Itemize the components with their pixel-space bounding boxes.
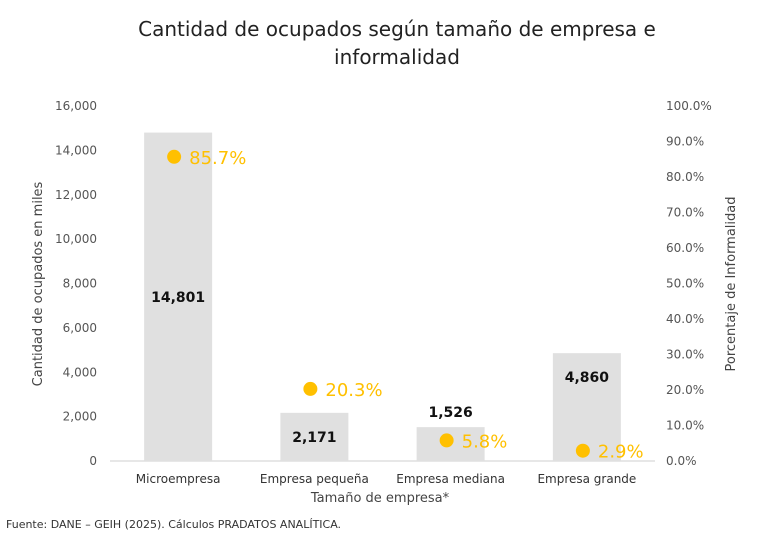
informality-points [167,149,590,458]
informality-point [575,443,590,458]
y-axis-ticks: 0 2,000 4,000 6,000 8,000 10,000 12,000 14,000 1… [55,99,97,468]
bar [280,412,349,461]
y2-axis-ticks: 0.0% 10.0% 20.0% 30.0% 40.0% 50.0% 60.0% 70.0% 8… [666,99,712,468]
y2-tick-label: 80.0% [666,170,704,184]
bar [552,353,621,461]
y-axis-title: Cantidad de ocupados en miles [31,181,46,386]
y-tick-label: 0 [89,454,97,468]
informality-point [303,381,318,396]
y-tick-label: 8,000 [63,277,97,291]
y2-tick-label: 30.0% [666,348,704,362]
y-tick-label: 12,000 [55,188,97,202]
chart-title-line-2: informalidad [334,45,460,69]
y2-tick-label: 10.0% [666,419,704,433]
y-tick-label: 2,000 [63,410,97,424]
x-tick-label: Empresa mediana [396,472,505,486]
chart-title-line-1: Cantidad de ocupados según tamaño de emp… [138,17,656,41]
y2-tick-label: 70.0% [666,206,704,220]
bar-series [144,132,621,461]
informality-point [439,433,454,448]
x-tick-label: Microempresa [136,472,221,486]
y2-tick-label: 20.0% [666,383,704,397]
bar-value-label: 2,171 [292,430,336,446]
x-tick-label: Empresa pequeña [260,472,369,486]
y2-tick-label: 0.0% [666,454,697,468]
x-tick-label: Empresa grande [537,472,636,486]
y-tick-label: 4,000 [63,365,97,379]
bar-data-labels: 14,801 2,171 1,526 4,860 [151,290,609,446]
y2-tick-label: 40.0% [666,312,704,326]
category-labels: Microempresa Empresa pequeña Empresa media… [136,472,637,486]
y-tick-label: 6,000 [63,321,97,335]
informality-value-label: 85.7% [189,148,246,169]
y2-tick-label: 50.0% [666,277,704,291]
x-axis-title: Tamaño de empresa* [310,491,450,506]
y-tick-label: 14,000 [55,143,97,157]
bar-value-label: 4,860 [565,370,610,386]
y2-tick-label: 90.0% [666,135,704,149]
y-tick-label: 10,000 [55,232,97,246]
bar [144,132,213,461]
y-tick-label: 16,000 [55,99,97,113]
informality-data-labels: 85.7% 20.3% 5.8% 2.9% [189,148,643,463]
informality-value-label: 20.3% [325,380,382,401]
bar-value-label: 1,526 [428,405,472,421]
source-note: Fuente: DANE – GEIH (2025). Cálculos PRA… [6,518,342,531]
y2-axis-title: Porcentaje de Informalidad [724,196,739,371]
y2-tick-label: 60.0% [666,241,704,255]
y2-tick-label: 100.0% [666,99,712,113]
informality-point [167,149,182,164]
informality-value-label: 5.8% [462,431,508,452]
informality-value-label: 2.9% [598,442,644,463]
bar-value-label: 14,801 [151,290,205,306]
